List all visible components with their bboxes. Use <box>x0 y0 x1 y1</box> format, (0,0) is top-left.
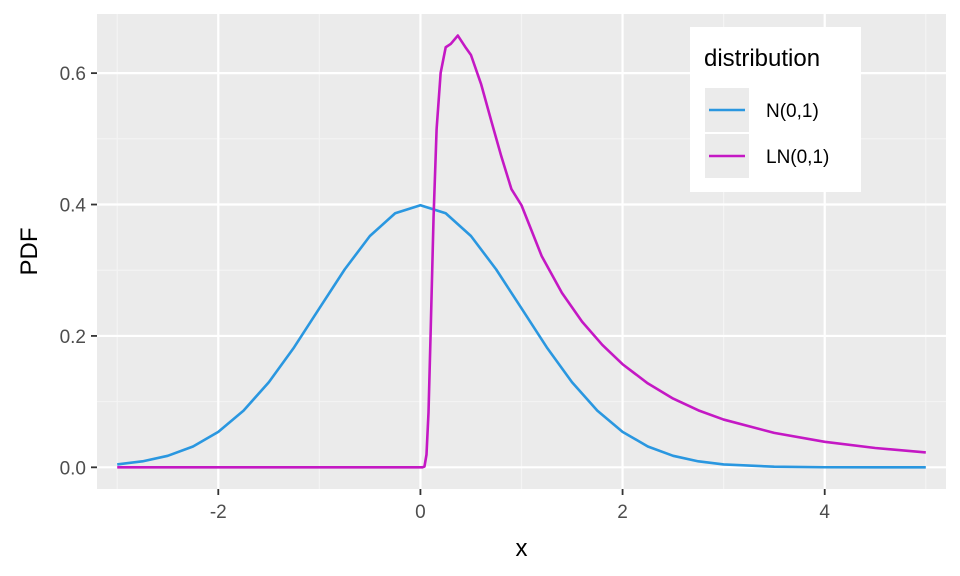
x-axis-title: x <box>516 535 528 562</box>
y-axis-ticks: 0.0 0.2 0.4 0.6 <box>60 64 97 479</box>
series-layer <box>117 34 926 469</box>
x-axis-ticks: -2 0 2 4 <box>210 489 830 523</box>
y-tick-label: 0.4 <box>60 196 87 217</box>
legend: distribution N(0,1) LN(0,1) <box>690 27 861 192</box>
legend-title: distribution <box>704 45 820 72</box>
legend-label: N(0,1) <box>766 101 819 122</box>
y-tick-label: 0.6 <box>60 64 86 85</box>
legend-label: LN(0,1) <box>766 147 829 168</box>
legend-items: N(0,1) LN(0,1) <box>705 88 829 178</box>
series-line-lognormal <box>117 34 926 469</box>
x-tick-label: 4 <box>819 502 830 523</box>
y-axis-title: PDF <box>16 228 43 276</box>
x-tick-label: 2 <box>617 502 628 523</box>
x-tick-label: -2 <box>210 502 227 523</box>
series-line-normal <box>117 203 926 469</box>
y-tick-label: 0.0 <box>60 458 86 479</box>
y-tick-label: 0.2 <box>60 327 86 348</box>
x-tick-label: 0 <box>415 502 426 523</box>
